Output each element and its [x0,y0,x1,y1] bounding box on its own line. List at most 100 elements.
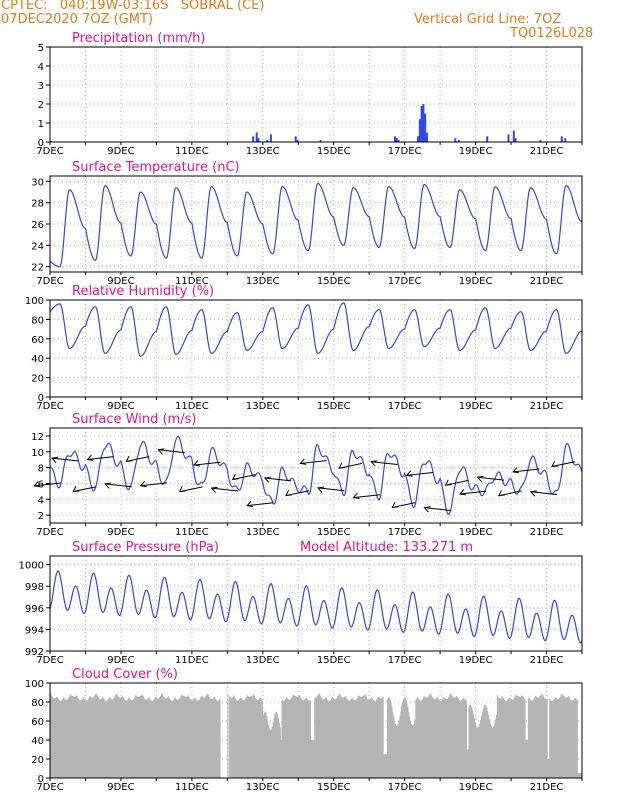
cloud-bar [179,697,181,778]
cloud-bar [384,754,386,778]
x-tick-label: 21DEC [530,146,564,157]
cloud-bar [89,696,92,778]
cloud-bar [167,696,170,778]
y-tick-label: 28 [31,199,44,210]
cloud-bar [261,700,264,778]
precip-bar [296,140,299,142]
x-tick-label: 19DEC [459,782,493,793]
x-tick-label: 15DEC [317,401,351,412]
cloud-bar [91,697,93,778]
cloud-bar [558,699,560,778]
cloud-bar [485,705,487,778]
cloud-bar [573,699,575,778]
wind-arrow-shaft [371,461,398,466]
cloud-bar [540,694,542,778]
cloud-bar [579,773,581,778]
cloud-bar [264,711,266,778]
x-tick-label: 13DEC [246,276,280,287]
cloud-bar [544,699,546,778]
cloud-bar [62,698,64,778]
cloud-bar [520,696,523,778]
cloud-bar [98,698,100,778]
cloud-bar [516,695,518,778]
cloud-bar [367,699,369,778]
cloud-bar [409,716,411,778]
y-tick-label: 20 [31,374,44,385]
cloud-bar [174,697,176,778]
cloud-bar [542,694,544,778]
cloud-bar [554,697,556,778]
cloud-bar [547,759,549,778]
cloud-bar [79,700,81,778]
cloud-bar [200,695,202,778]
cloud-bar [211,699,213,778]
cloud-bar [492,727,494,778]
cloud-bar [181,694,183,778]
cloud-bar [105,701,108,778]
cloud-bar [359,696,361,778]
cloud-bar [380,698,382,778]
cloud-bar [370,697,373,778]
cloud-bar [564,697,566,778]
wind-arrow-head [104,482,112,489]
wind-arrow-shaft [34,482,61,487]
cloud-bar [455,697,457,778]
cloud-bar [339,694,341,778]
x-tick-label: 15DEC [317,146,351,157]
cloud-bar [422,698,424,778]
cloud-bar [369,699,371,778]
cloud-bar [417,697,419,778]
wind-arrow-head [178,486,186,493]
wind-arrow-shaft [353,494,380,499]
wind-arrow-head [125,455,133,463]
cloud-bar [252,695,254,778]
cloud-bar [311,740,313,778]
cloud-bar [474,722,476,778]
plot-frame [49,427,583,524]
cloud-bar [214,698,217,778]
cloud-bar [534,697,536,778]
cloud-bar [296,696,298,778]
cloud-bar [132,700,134,778]
cloud-bar [231,697,233,778]
cloud-bar [192,699,194,778]
cloud-bar [368,699,370,778]
cloud-bar [465,700,468,778]
precip-bar [257,138,260,142]
cloud-bar [394,720,396,778]
x-tick-label: 9DEC [107,276,134,287]
cloud-bar [550,700,552,778]
y-tick-label: 100 [25,679,44,690]
cloud-bar [306,698,308,778]
cloud-bar [144,699,147,778]
cloud-bar [425,697,427,778]
cloud-bar [284,698,287,778]
cloud-bar [481,711,483,778]
cloud-bar [269,728,271,778]
cloud-bar [73,696,75,778]
x-tick-label: 17DEC [388,782,422,793]
cloud-bar [190,700,193,778]
cloud-bar [151,700,153,778]
cloud-bar [239,697,241,778]
x-tick-label: 11DEC [175,401,209,412]
cloud-bar [67,698,69,778]
cloud-bar [473,718,476,778]
cloud-bar [412,725,414,778]
precip-bar [454,138,457,142]
cloud-bar [203,697,205,778]
cloud-bar [305,697,307,778]
y-tick-label: 1 [38,119,44,130]
header-line-station: CPTEC: 040:19W-03:16S SOBRAL (CE) [1,0,265,13]
cloud-bar [488,715,490,778]
cloud-bar [117,695,119,778]
cloud-bar [522,696,524,778]
cloud-bar [437,698,439,778]
wind-arrow-head [405,470,413,477]
cloud-bar [217,700,219,778]
precip-bar [424,113,427,142]
cloud-bar [303,700,305,778]
wind-arrow-head [529,490,537,497]
cloud-bar [521,695,523,778]
wind-arrow-head [551,460,558,468]
